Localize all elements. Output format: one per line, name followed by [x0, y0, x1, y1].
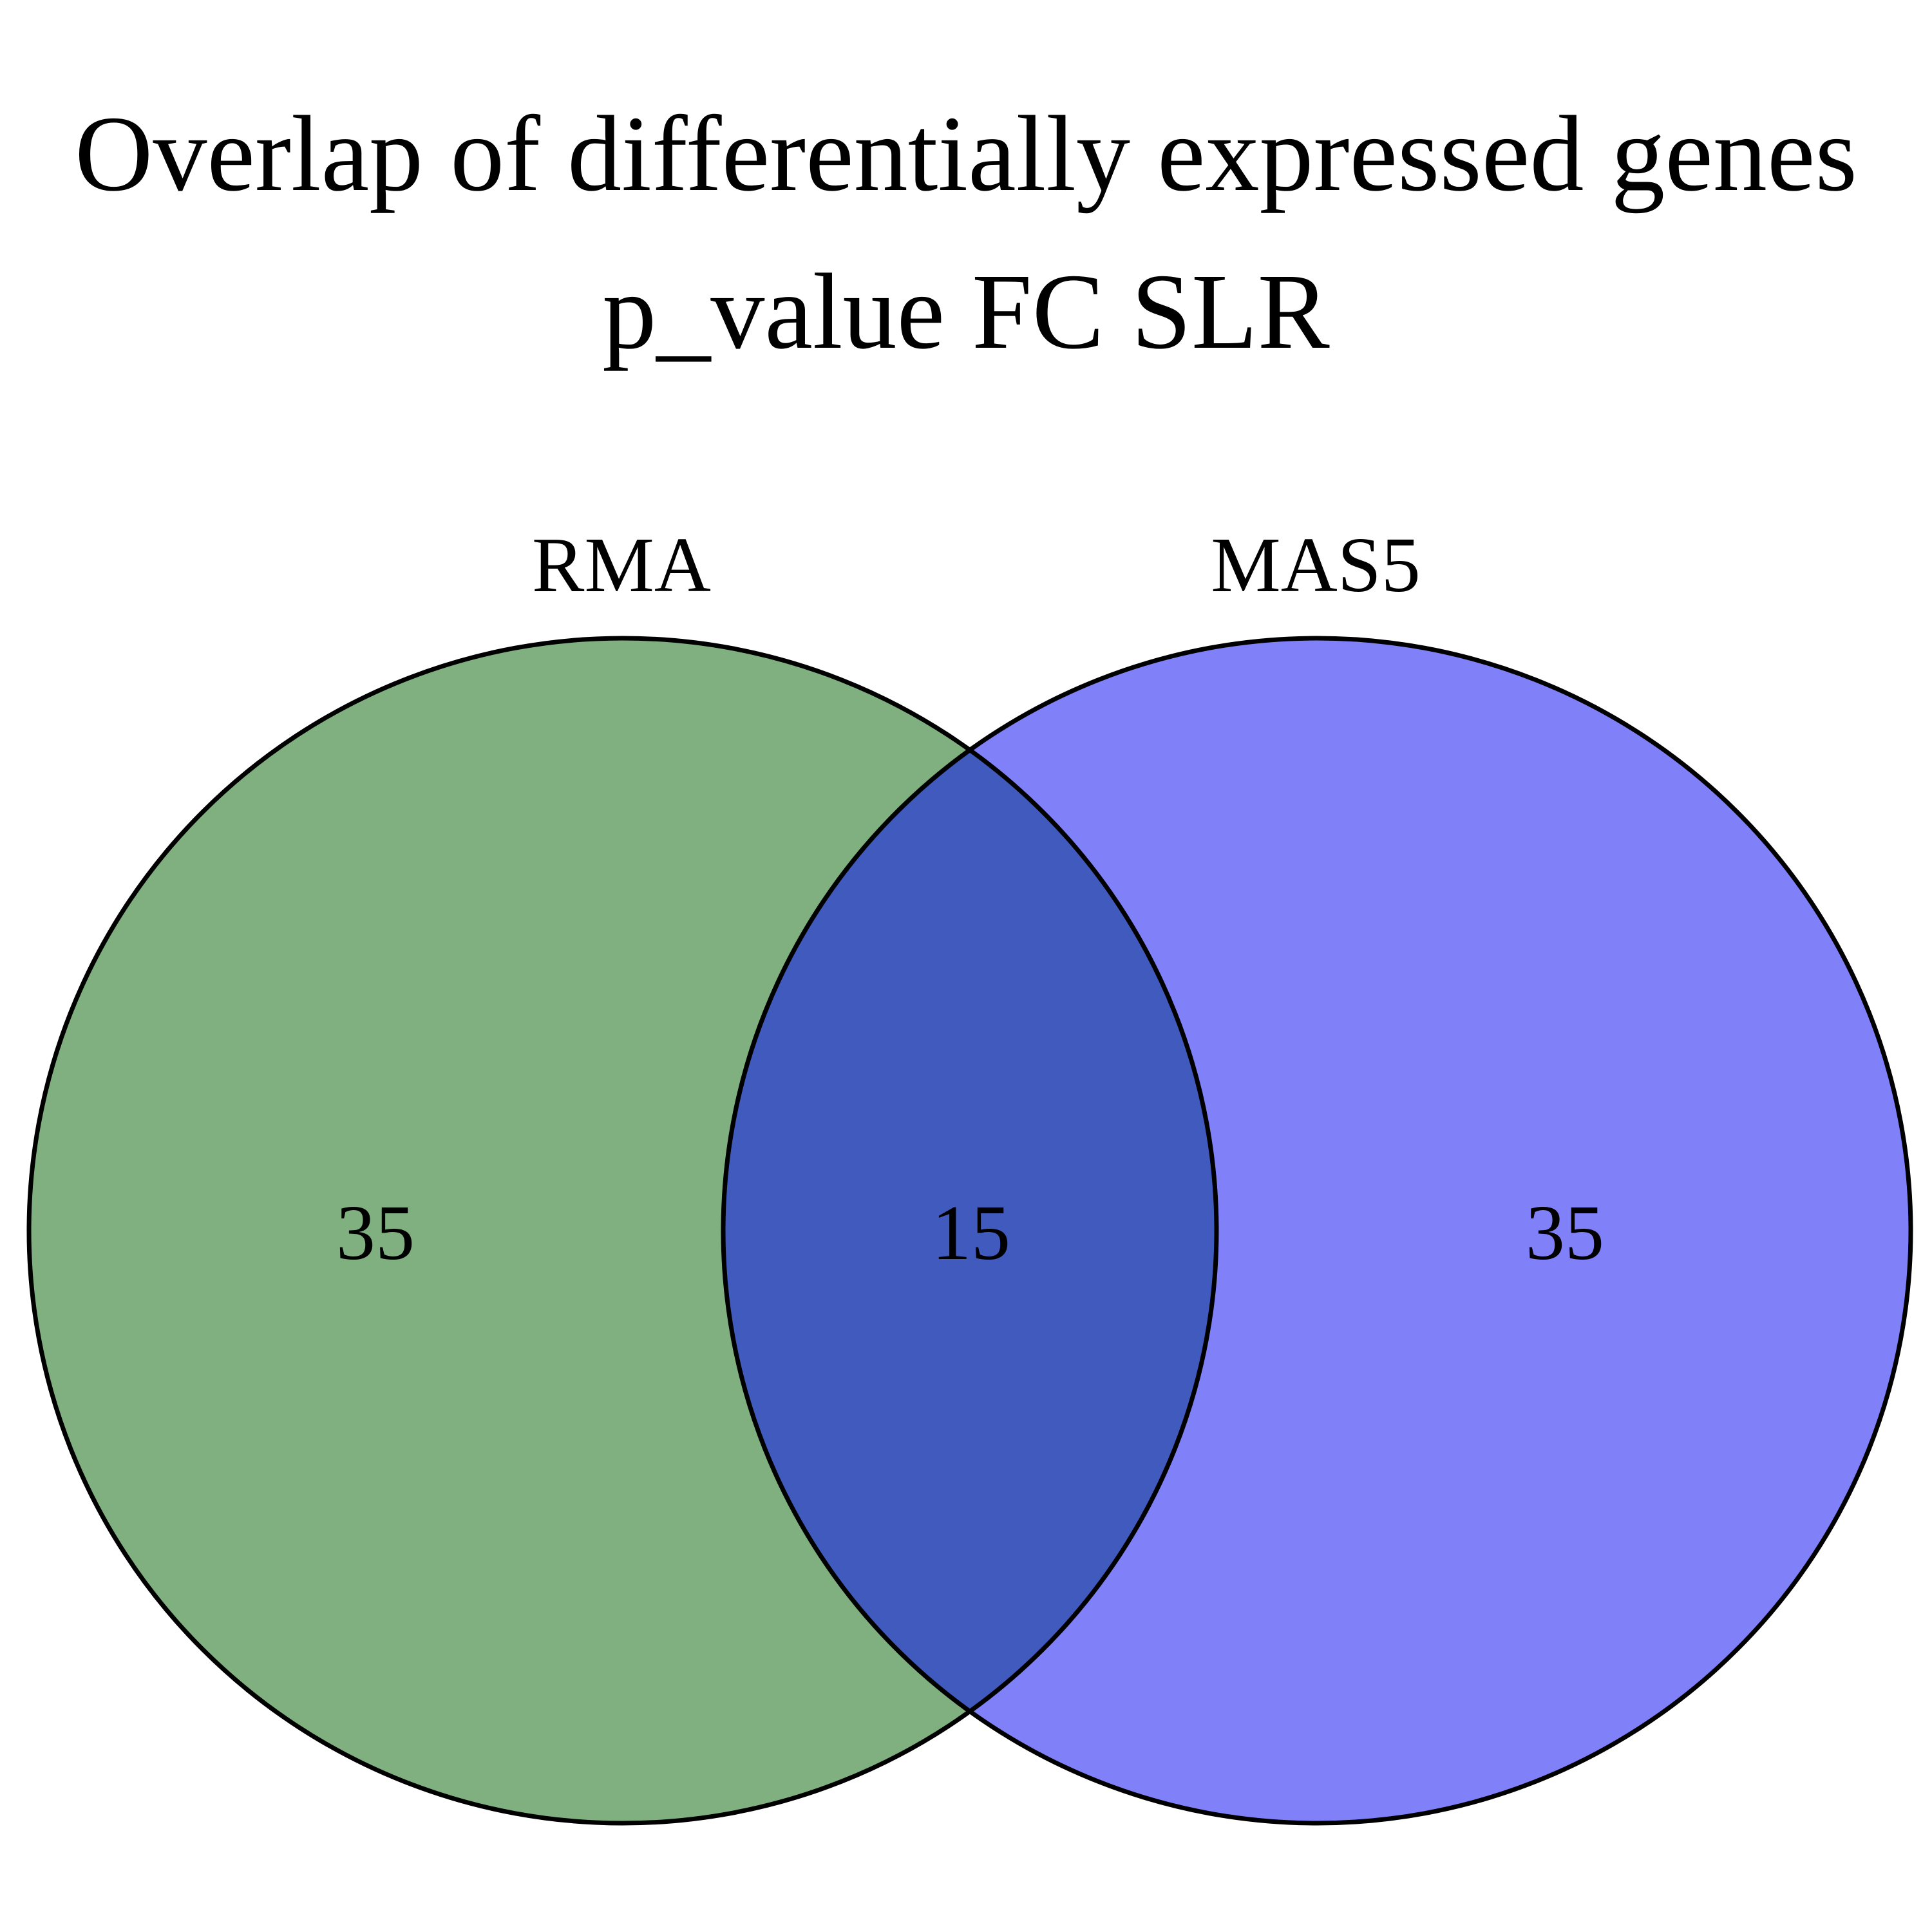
set-label-mas5: MAS5 [1211, 522, 1420, 609]
count-intersection: 15 [932, 1189, 1010, 1276]
count-mas5-only: 35 [1526, 1189, 1604, 1276]
intersection-region [723, 638, 1217, 1823]
set-label-rma: RMA [532, 522, 711, 609]
title-line-1: Overlap of differentially expressed gene… [75, 94, 1857, 214]
title-line-2: p_value FC SLR [602, 252, 1329, 372]
set-outline-rma [26, 636, 1219, 1826]
count-rma-only: 35 [336, 1189, 415, 1276]
set-outline-mas5 [721, 636, 1913, 1826]
